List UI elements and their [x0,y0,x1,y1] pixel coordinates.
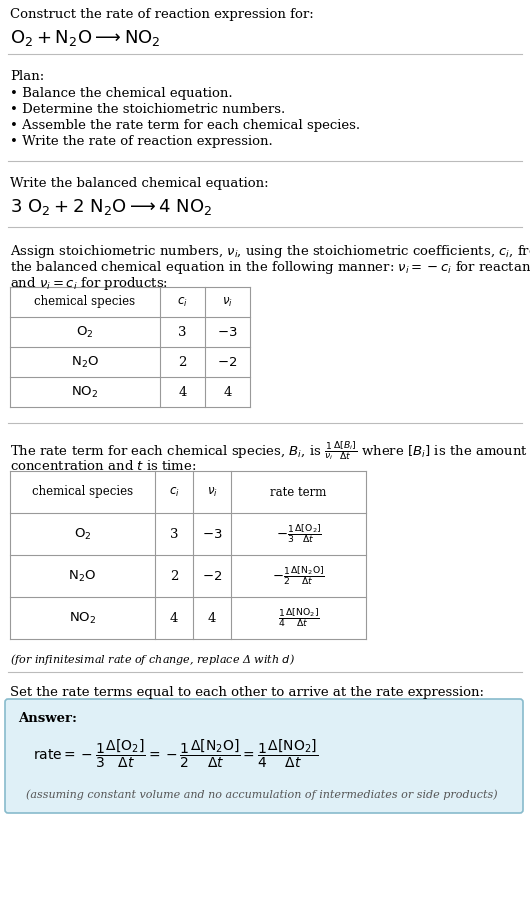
Text: $-3$: $-3$ [217,326,238,339]
Text: 3: 3 [170,528,178,541]
Text: 2: 2 [178,356,187,369]
Text: Plan:: Plan: [10,70,44,83]
Text: $\nu_i$: $\nu_i$ [207,485,217,499]
FancyBboxPatch shape [5,699,523,813]
Text: • Determine the stoichiometric numbers.: • Determine the stoichiometric numbers. [10,103,285,116]
Text: $\frac{1}{4}\frac{\Delta[\mathrm{NO_2}]}{\Delta t}$: $\frac{1}{4}\frac{\Delta[\mathrm{NO_2}]}… [278,607,320,630]
Text: Construct the rate of reaction expression for:: Construct the rate of reaction expressio… [10,8,314,21]
Text: $\mathrm{O_2 + N_2O \longrightarrow NO_2}$: $\mathrm{O_2 + N_2O \longrightarrow NO_2… [10,28,161,48]
Text: • Balance the chemical equation.: • Balance the chemical equation. [10,87,233,100]
Text: $\mathrm{O_2}$: $\mathrm{O_2}$ [76,325,94,339]
Text: 4: 4 [208,612,216,624]
Text: • Assemble the rate term for each chemical species.: • Assemble the rate term for each chemic… [10,119,360,132]
Text: (for infinitesimal rate of change, replace Δ with $d$): (for infinitesimal rate of change, repla… [10,652,295,667]
Text: concentration and $t$ is time:: concentration and $t$ is time: [10,459,197,473]
Text: The rate term for each chemical species, $B_i$, is $\frac{1}{\nu_i}\frac{\Delta[: The rate term for each chemical species,… [10,439,528,462]
Text: 4: 4 [178,386,187,399]
Text: $-2$: $-2$ [202,570,222,582]
Text: Answer:: Answer: [18,712,77,725]
Text: $\mathrm{3\ O_2 + 2\ N_2O \longrightarrow 4\ NO_2}$: $\mathrm{3\ O_2 + 2\ N_2O \longrightarro… [10,197,213,217]
Text: $-3$: $-3$ [202,528,222,541]
Text: Set the rate terms equal to each other to arrive at the rate expression:: Set the rate terms equal to each other t… [10,686,484,699]
Text: Write the balanced chemical equation:: Write the balanced chemical equation: [10,177,269,190]
Text: 2: 2 [170,570,178,582]
Text: Assign stoichiometric numbers, $\nu_i$, using the stoichiometric coefficients, $: Assign stoichiometric numbers, $\nu_i$, … [10,243,530,260]
Text: 3: 3 [178,326,187,339]
Text: the balanced chemical equation in the following manner: $\nu_i = -c_i$ for react: the balanced chemical equation in the fo… [10,259,530,276]
Text: $-\frac{1}{2}\frac{\Delta[\mathrm{N_2O}]}{\Delta t}$: $-\frac{1}{2}\frac{\Delta[\mathrm{N_2O}]… [272,564,325,588]
Text: $\nu_i$: $\nu_i$ [222,296,233,308]
Text: $-\frac{1}{3}\frac{\Delta[\mathrm{O_2}]}{\Delta t}$: $-\frac{1}{3}\frac{\Delta[\mathrm{O_2}]}… [276,522,322,545]
Text: $\mathrm{NO_2}$: $\mathrm{NO_2}$ [69,611,96,625]
Text: $\mathrm{NO_2}$: $\mathrm{NO_2}$ [72,384,99,399]
Text: $\mathrm{O_2}$: $\mathrm{O_2}$ [74,527,91,541]
Text: $\mathrm{N_2O}$: $\mathrm{N_2O}$ [71,355,99,369]
Text: $-2$: $-2$ [217,356,237,369]
Text: • Write the rate of reaction expression.: • Write the rate of reaction expression. [10,135,273,148]
Text: $c_i$: $c_i$ [169,485,179,499]
Text: chemical species: chemical species [34,296,136,308]
Text: rate term: rate term [270,486,326,499]
Text: $c_i$: $c_i$ [177,296,188,308]
Text: 4: 4 [223,386,232,399]
Text: chemical species: chemical species [32,486,133,499]
Text: (assuming constant volume and no accumulation of intermediates or side products): (assuming constant volume and no accumul… [26,790,498,800]
Text: $\mathrm{rate} = -\dfrac{1}{3}\dfrac{\Delta[\mathrm{O_2}]}{\Delta t} = -\dfrac{1: $\mathrm{rate} = -\dfrac{1}{3}\dfrac{\De… [33,738,318,770]
Text: 4: 4 [170,612,178,624]
Text: and $\nu_i = c_i$ for products:: and $\nu_i = c_i$ for products: [10,275,168,292]
Text: $\mathrm{N_2O}$: $\mathrm{N_2O}$ [68,569,96,583]
